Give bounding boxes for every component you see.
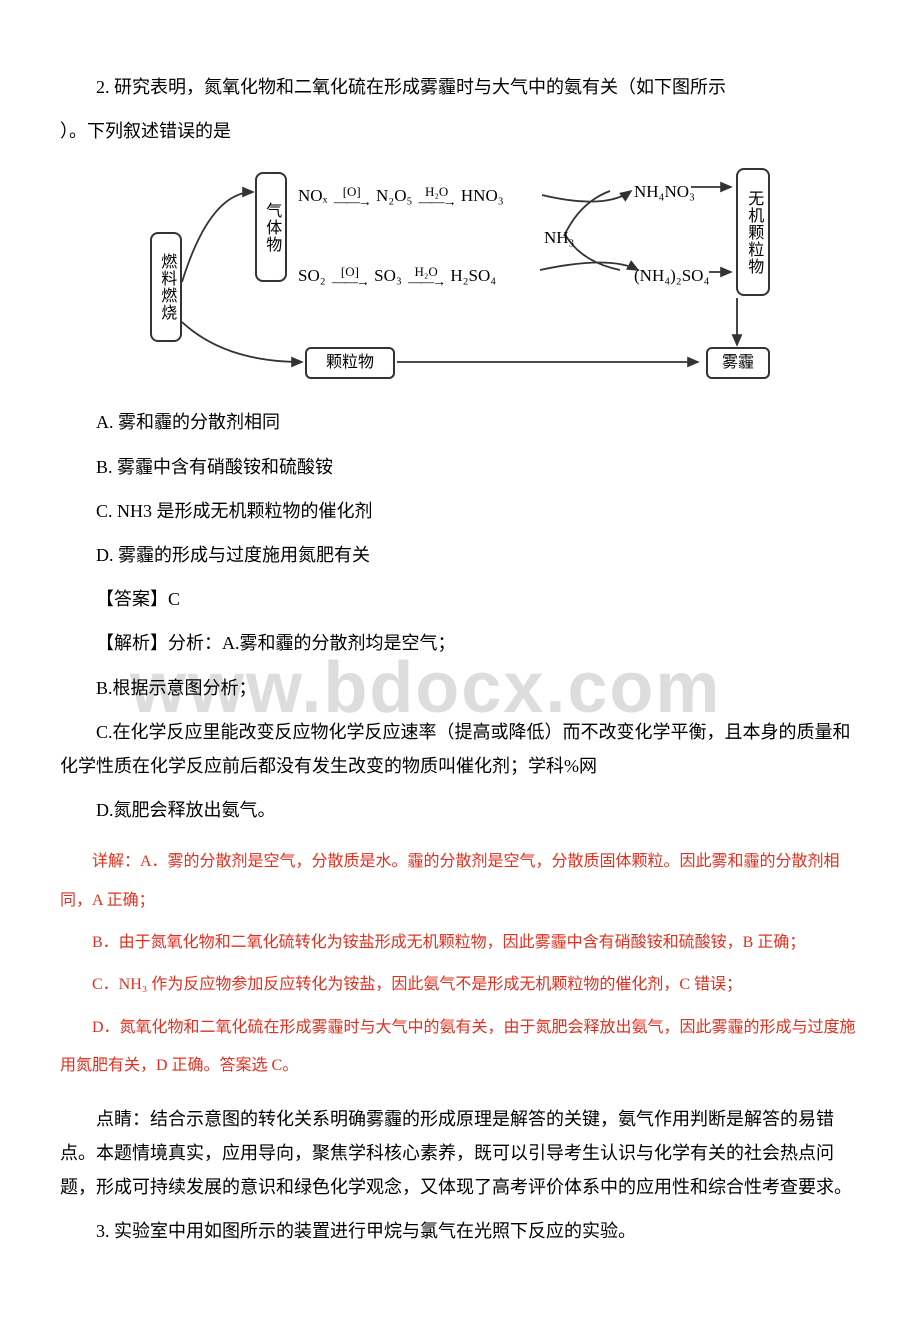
so2-label: SO₂ [O]——→ SO₃ H₂O——→ H₂SO₄ [298,260,496,292]
nh4so4-label: (NH₄)₂SO₄ [634,260,709,292]
comment: 点睛：结合示意图的转化关系明确雾霾的形成原理是解答的关键，氨气作用判断是解答的易… [60,1102,860,1205]
analysis-b: B.根据示意图分析； [60,671,860,705]
nh3-label: NH₃ [544,222,574,254]
answer: 【答案】C [60,582,860,616]
option-d: D. 雾霾的形成与过度施用氮肥有关 [60,538,860,572]
question-2-intro: 2. 研究表明，氮氧化物和二氧化硫在形成雾霾时与大气中的氨有关（如下图所示 [60,70,860,104]
detail-d: D．氮氧化物和二氧化硫在形成雾霾时与大气中的氨有关，由于氮肥会释放出氨气，因此雾… [60,1009,860,1086]
option-a: A. 雾和霾的分散剂相同 [60,405,860,439]
haze-formation-diagram: 燃料燃烧 气体物 无机颗粒物 颗粒物 雾霾 NOₓ [O]——→ N₂O₅ H₂… [150,162,770,387]
option-c: C. NH3 是形成无机颗粒物的催化剂 [60,494,860,528]
nox-label: NOₓ [O]——→ N₂O₅ H₂O——→ HNO₃ [298,180,504,212]
detail-a: 详解：A．雾的分散剂是空气，分散质是水。霾的分散剂是空气，分散质固体颗粒。因此雾… [60,843,860,920]
fuel-combustion-box: 燃料燃烧 [150,232,182,342]
haze-box: 雾霾 [706,347,770,379]
diagram-container: 燃料燃烧 气体物 无机颗粒物 颗粒物 雾霾 NOₓ [O]——→ N₂O₅ H₂… [60,162,860,387]
detail-b: B．由于氮氧化物和二氧化硫转化为铵盐形成无机颗粒物，因此雾霾中含有硝酸铵和硫酸铵… [60,924,860,962]
detail-explanation-block: 详解：A．雾的分散剂是空气，分散质是水。霾的分散剂是空气，分散质固体颗粒。因此雾… [60,843,860,1085]
gas-box: 气体物 [255,172,287,282]
option-b: B. 雾霾中含有硝酸铵和硫酸铵 [60,450,860,484]
document-content: 2. 研究表明，氮氧化物和二氧化硫在形成雾霾时与大气中的氨有关（如下图所示 ）。… [60,70,860,1248]
analysis-d: D.氮肥会释放出氨气。 [60,793,860,827]
question-2-intro-tail: ）。下列叙述错误的是 [60,114,860,148]
analysis-c: C.在化学反应里能改变反应物化学反应速率（提高或降低）而不改变化学平衡，且本身的… [60,715,860,783]
particle-box: 颗粒物 [305,347,395,379]
inorganic-particle-box: 无机颗粒物 [736,168,770,296]
nh4no3-label: NH₄NO₃ [634,176,695,208]
analysis-a: 【解析】分析：A.雾和霾的分散剂均是空气； [60,626,860,660]
question-3-intro: 3. 实验室中用如图所示的装置进行甲烷与氯气在光照下反应的实验。 [60,1214,860,1248]
detail-c: C．NH₃ 作为反应物参加反应转化为铵盐，因此氨气不是形成无机颗粒物的催化剂，C… [60,966,860,1004]
